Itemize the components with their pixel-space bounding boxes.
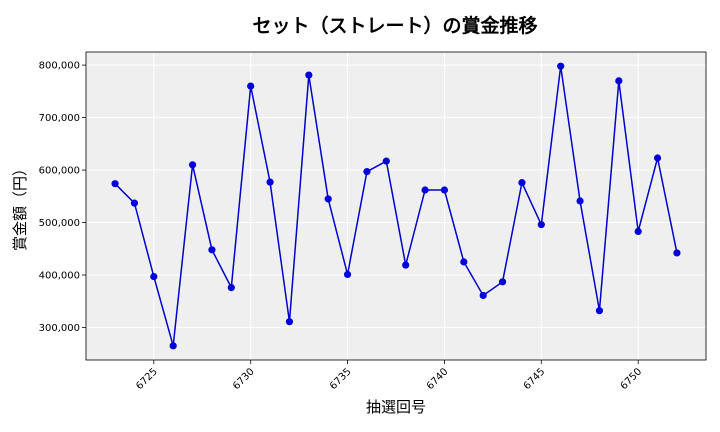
y-axis-label: 賞金額（円） [11,161,29,251]
data-point [653,154,662,162]
data-point [305,71,313,79]
series-line [114,66,678,347]
data-point [634,227,642,236]
data-point [479,291,487,300]
x-ticks: 6725 6730 6735 6740 6745 6750 [134,360,644,392]
data-point [266,178,274,186]
data-point [247,82,255,90]
y-tick-label: 300,000 [39,323,80,334]
data-point [285,318,294,326]
data-point [557,62,565,70]
data-point [518,179,526,187]
data-point [576,197,584,205]
data-point [343,270,352,279]
series [111,62,681,350]
data-point [402,261,410,269]
data-point [208,246,216,254]
y-ticks: 300,000 400,000 500,000 600,000 700,000 800,0… [39,61,86,334]
data-point [227,283,235,292]
y-tick-label: 500,000 [39,218,80,229]
data-point [363,168,371,176]
y-tick-label: 700,000 [39,113,80,124]
data-point [382,157,390,165]
y-tick-label: 400,000 [39,270,80,281]
x-tick-label: 6750 [619,366,645,392]
data-point [440,186,449,194]
x-tick-label: 6745 [522,366,548,392]
x-tick-label: 6735 [328,366,354,392]
data-point [130,199,139,207]
data-point [111,180,119,188]
data-point [421,186,429,194]
y-tick-label: 600,000 [39,166,80,177]
x-tick-label: 6730 [231,366,257,392]
data-point [150,272,158,281]
x-tick-label: 6740 [425,366,451,392]
data-point [460,258,468,266]
data-point [595,307,604,315]
y-tick-label: 800,000 [39,61,80,72]
grid [86,52,706,360]
chart-title: セット（ストレート）の賞金推移 [252,14,537,37]
plot-frame [85,51,707,361]
plot-border [85,51,707,361]
x-axis-label: 抽選回号 [366,398,426,416]
data-point [169,342,177,350]
data-point [615,77,623,85]
data-point [498,278,507,286]
data-point [537,221,545,229]
data-point [324,195,332,203]
plot-area [86,52,706,360]
data-point [673,249,681,257]
x-tick-label: 6725 [134,366,160,392]
data-point [188,161,197,169]
